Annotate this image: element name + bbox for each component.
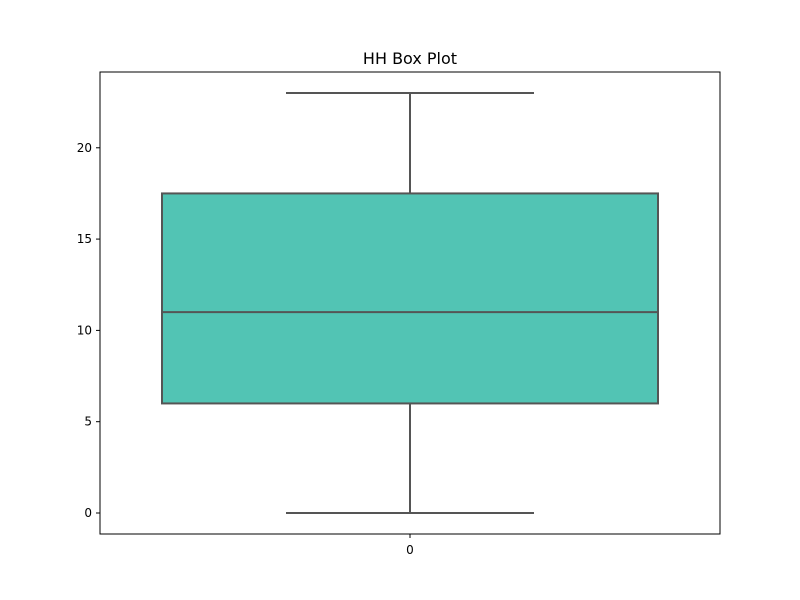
y-tick-label: 20 (77, 141, 92, 155)
plot-area (161, 92, 659, 514)
chart-title: HH Box Plot (363, 49, 457, 68)
x-tick-label: 0 (406, 543, 414, 557)
y-tick-label: 10 (77, 323, 92, 337)
y-tick-label: 0 (84, 506, 92, 520)
axes: 0 5 10 15 20 0 (77, 141, 414, 557)
y-tick-label: 15 (77, 232, 92, 246)
y-tick-label: 5 (84, 415, 92, 429)
box-body (161, 192, 659, 405)
